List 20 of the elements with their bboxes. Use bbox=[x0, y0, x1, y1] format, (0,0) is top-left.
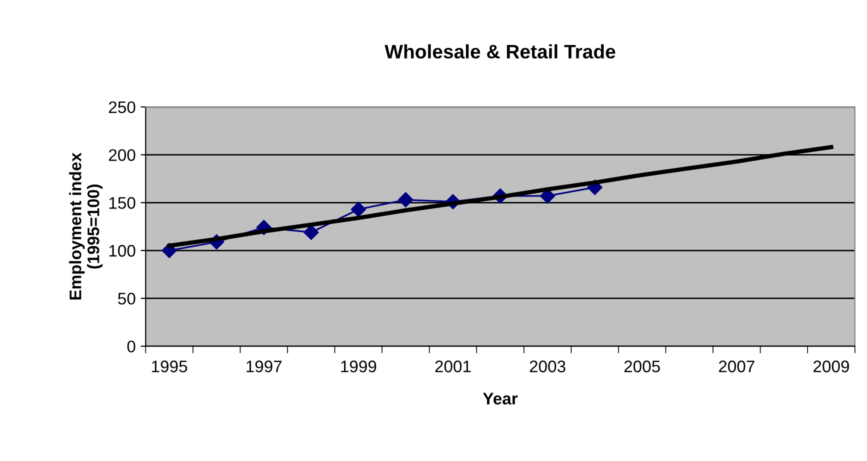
x-tick-label: 1999 bbox=[341, 360, 376, 372]
y-tick-label: 0 bbox=[127, 340, 136, 352]
x-tick-label: 2005 bbox=[624, 360, 660, 372]
x-tick-label: 2003 bbox=[530, 360, 566, 372]
y-tick-label: 50 bbox=[118, 292, 136, 305]
y-axis-title: Employment index (1995=100) bbox=[69, 152, 103, 300]
x-tick-label: 2009 bbox=[814, 360, 849, 372]
x-tick-label: 2007 bbox=[718, 360, 754, 372]
x-tick-label: 1995 bbox=[152, 360, 188, 372]
x-axis-title: Year bbox=[482, 392, 518, 405]
x-tick-label: 2001 bbox=[435, 360, 471, 372]
y-tick-label: 100 bbox=[109, 244, 136, 257]
y-tick-label: 150 bbox=[109, 197, 136, 209]
chart-title: Wholesale & Retail Trade bbox=[384, 44, 616, 59]
point bbox=[304, 224, 319, 240]
point bbox=[350, 202, 366, 217]
y-tick-label: 200 bbox=[108, 149, 136, 162]
point bbox=[398, 192, 414, 208]
y-tick-label: 250 bbox=[108, 101, 136, 114]
x-tick-label: 1997 bbox=[246, 360, 282, 372]
